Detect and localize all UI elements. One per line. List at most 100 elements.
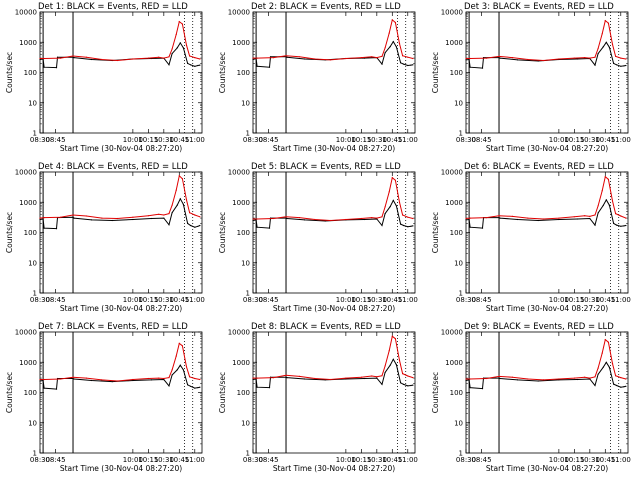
lld-point [116, 380, 118, 382]
lld-point [384, 365, 386, 367]
lld-point [620, 215, 622, 217]
y-tick-label: 1000 [445, 199, 463, 207]
y-tick-label: 100 [237, 69, 250, 77]
events-point [407, 64, 409, 67]
lld-point [72, 214, 74, 216]
lld-point [199, 216, 201, 218]
events-point [620, 65, 622, 67]
lld-point [584, 376, 586, 378]
x-tick-label: 10:45 [382, 456, 402, 464]
lld-point [412, 217, 414, 220]
lld-point [43, 378, 45, 381]
events-point [55, 67, 58, 69]
x-axis-label: Start Time (30-Nov-04 08:27:20) [486, 304, 608, 313]
lld-point [60, 378, 62, 380]
x-axis-label: Start Time (30-Nov-04 08:27:20) [60, 304, 182, 313]
lld-point [360, 217, 362, 220]
x-axis-label: Start Time (30-Nov-04 08:27:20) [486, 144, 608, 153]
plot-frame [252, 331, 416, 454]
lld-point [589, 57, 591, 59]
lld-point [168, 213, 170, 215]
lld-point [469, 57, 471, 60]
lld-point [329, 59, 331, 61]
lld-point [604, 176, 606, 178]
x-tick-label: 11:00 [185, 296, 205, 304]
events-point [465, 219, 467, 221]
events-point [269, 56, 272, 58]
events-point [268, 227, 271, 229]
lld-point [398, 43, 401, 45]
plot-panel-det-2: Det 2: BLACK = Events, RED = LLD 1 10 100 10… [218, 2, 418, 153]
plot-title: Det 4: BLACK = Events, RED = LLD [38, 162, 188, 172]
events-point [73, 217, 75, 219]
events-point [481, 67, 484, 69]
y-tick-label: 1000 [232, 199, 250, 207]
events-point [150, 379, 152, 381]
lld-point [189, 55, 191, 57]
events-point [616, 224, 618, 226]
events-point [381, 224, 383, 227]
lld-series-line [39, 174, 201, 220]
events-point [517, 379, 519, 381]
events-point [256, 65, 258, 67]
events-point [194, 226, 196, 228]
x-axis-label: Start Time (30-Nov-04 08:27:20) [273, 144, 395, 153]
lld-point [511, 376, 513, 378]
lld-series-line [253, 176, 414, 222]
events-point [376, 377, 378, 379]
plot-panel-det-6: Det 6: BLACK = Events, RED = LLD 1 10 100 10… [431, 162, 631, 313]
lld-point [615, 213, 617, 215]
lld-point [285, 55, 287, 57]
lld-point [178, 175, 180, 177]
lld-point [620, 57, 622, 59]
x-tick-label: 08:30 [243, 136, 263, 144]
events-point [395, 205, 397, 207]
y-tick-label: 100 [24, 389, 37, 397]
events-series-line [465, 361, 626, 390]
lld-point [168, 377, 170, 379]
lld-point [391, 19, 393, 21]
events-point [400, 223, 402, 225]
events-point [589, 217, 591, 220]
lld-point [175, 189, 177, 191]
lld-point [376, 217, 378, 219]
lld-point [469, 217, 471, 219]
events-point [43, 387, 45, 389]
lld-point [194, 377, 196, 380]
y-tick-label: 100 [450, 389, 463, 397]
lld-point [394, 21, 396, 24]
lld-point [345, 57, 347, 60]
lld-point [388, 32, 390, 34]
lld-point [181, 178, 183, 180]
lld-point [407, 56, 409, 58]
events-point [605, 361, 607, 363]
lld-point [615, 375, 617, 377]
lld-point [256, 218, 258, 220]
lld-point [589, 215, 591, 217]
x-tick-label: 10:15 [351, 136, 371, 144]
y-tick-label: 1000 [445, 359, 463, 367]
lld-point [60, 57, 62, 59]
x-tick-label: 10:30 [367, 296, 387, 304]
events-point [268, 66, 271, 68]
x-tick-label: 08:30 [243, 296, 263, 304]
y-tick-label: 1000 [232, 39, 250, 47]
events-point [616, 384, 618, 387]
events-point [252, 378, 254, 381]
lld-point [147, 215, 149, 217]
lld-point [376, 57, 378, 59]
events-point [576, 378, 579, 381]
events-point [403, 63, 405, 65]
events-point [190, 385, 192, 387]
events-point [613, 222, 615, 224]
lld-point [604, 339, 606, 341]
lld-point [391, 335, 393, 337]
events-point [91, 58, 93, 61]
x-tick-label: 10:15 [351, 296, 371, 304]
events-point [468, 58, 470, 61]
lld-point [298, 375, 300, 377]
x-tick-label: 10:45 [382, 136, 402, 144]
y-tick-label: 10000 [228, 169, 250, 177]
events-point [608, 204, 611, 206]
